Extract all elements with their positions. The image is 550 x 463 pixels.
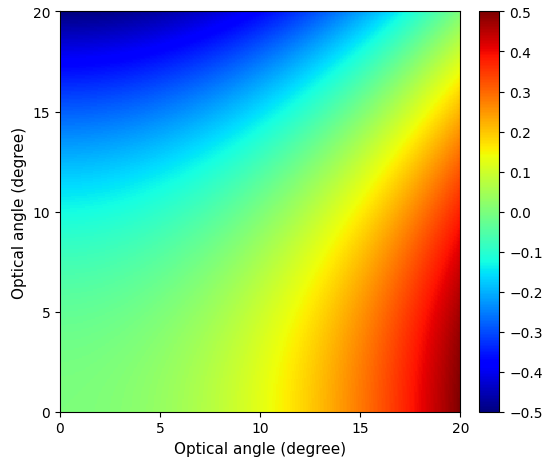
X-axis label: Optical angle (degree): Optical angle (degree) [174,441,346,456]
Y-axis label: Optical angle (degree): Optical angle (degree) [12,126,27,298]
